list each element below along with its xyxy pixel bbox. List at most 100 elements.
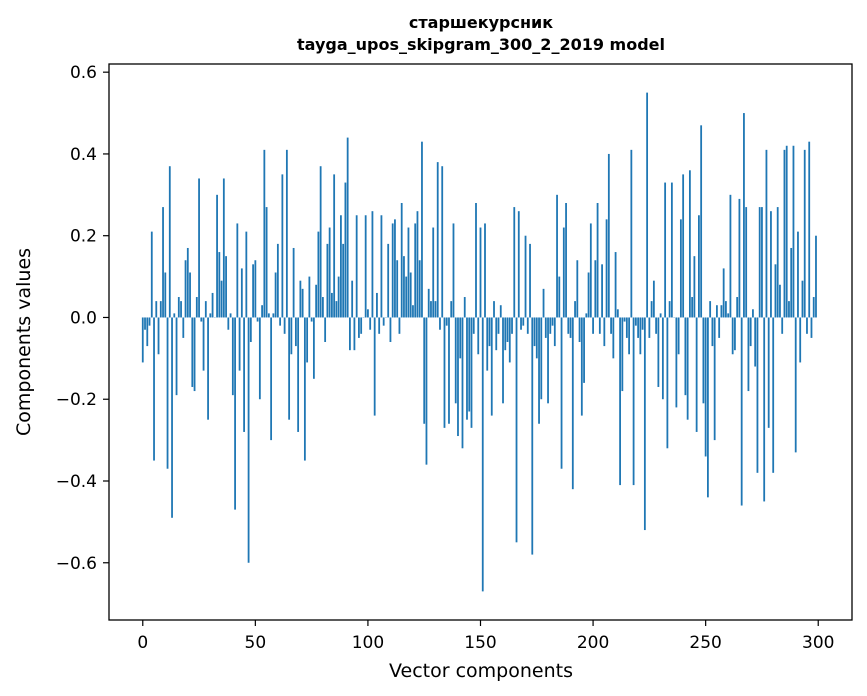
bar-292	[799, 317, 802, 363]
bar-94	[353, 317, 356, 351]
bar-242	[686, 317, 689, 420]
bar-92	[349, 317, 351, 351]
bar-130	[434, 301, 437, 318]
bar-278	[767, 317, 770, 428]
bar-217	[630, 149, 633, 318]
bar-150	[479, 227, 482, 318]
bar-0	[141, 317, 144, 363]
bar-273	[756, 317, 759, 473]
bar-39	[229, 313, 232, 318]
bar-73	[306, 317, 309, 363]
bar-270	[749, 317, 752, 347]
bar-96	[358, 317, 360, 338]
bar-65	[288, 317, 291, 420]
bar-104	[376, 292, 378, 318]
bar-77	[315, 284, 318, 318]
bar-95	[355, 215, 358, 318]
bar-241	[684, 317, 687, 396]
bar-70	[299, 280, 302, 318]
bar-16	[177, 297, 180, 318]
bar-176	[538, 317, 540, 424]
bar-182	[551, 317, 554, 326]
bar-281	[774, 264, 777, 318]
bar-207	[607, 153, 610, 318]
bar-127	[427, 288, 430, 318]
bar-71	[301, 288, 304, 318]
bar-213	[621, 317, 624, 392]
bar-125	[423, 317, 426, 424]
bar-63	[283, 317, 286, 334]
x-tick-label: 50	[245, 633, 267, 653]
bar-254	[713, 317, 716, 441]
bar-299	[815, 235, 817, 318]
bar-220	[637, 317, 640, 338]
bar-82	[326, 243, 329, 318]
bar-15	[175, 317, 178, 396]
y-tick-label: −0.6	[56, 554, 97, 574]
bar-129	[432, 227, 435, 318]
bar-10	[164, 272, 167, 318]
bar-250	[704, 317, 707, 457]
x-tick-label: 250	[689, 633, 721, 653]
bar-75	[310, 317, 313, 322]
bar-58	[272, 313, 275, 318]
bar-149	[477, 317, 480, 355]
bar-24	[195, 297, 198, 318]
bar-124	[421, 141, 423, 318]
bar-245	[693, 256, 696, 318]
bar-267	[743, 113, 745, 318]
bar-255	[716, 305, 718, 318]
bar-138	[452, 223, 455, 318]
bar-272	[754, 317, 757, 367]
bar-285	[783, 149, 786, 318]
chart-title: старшекурсник	[409, 13, 553, 32]
bar-78	[317, 231, 320, 318]
bar-57	[270, 317, 273, 441]
bar-139	[454, 317, 457, 404]
bar-85	[333, 174, 336, 318]
x-tick-label: 0	[137, 633, 148, 653]
bar-122	[416, 211, 419, 318]
bar-179	[544, 317, 547, 338]
bar-293	[801, 280, 804, 318]
bar-112	[394, 219, 396, 318]
bar-232	[664, 182, 667, 318]
bar-121	[414, 223, 417, 318]
bar-46	[245, 231, 248, 318]
bar-224	[646, 92, 649, 318]
x-tick-label: 200	[577, 633, 609, 653]
bar-93	[351, 280, 354, 318]
bar-8	[159, 301, 162, 318]
y-tick-label: 0.0	[70, 308, 97, 328]
bar-252	[709, 301, 712, 318]
bar-246	[695, 317, 698, 432]
bar-14	[173, 313, 176, 318]
bar-107	[382, 317, 385, 326]
bar-7	[157, 317, 160, 355]
bar-67	[292, 247, 295, 318]
bar-181	[549, 317, 552, 334]
bar-101	[369, 317, 372, 330]
bar-263	[734, 317, 736, 351]
bar-35	[220, 280, 223, 318]
bar-43	[238, 317, 241, 371]
bar-134	[443, 317, 446, 428]
bar-243	[688, 170, 691, 318]
bar-238	[677, 317, 680, 355]
bar-287	[788, 301, 790, 318]
bar-4	[150, 231, 153, 318]
bar-52	[258, 317, 261, 400]
bar-251	[707, 317, 709, 498]
bar-99	[364, 215, 367, 318]
bar-25	[198, 178, 200, 318]
bar-143	[463, 297, 466, 318]
bar-286	[785, 145, 788, 318]
bar-205	[603, 317, 606, 347]
bar-183	[553, 317, 556, 347]
bar-142	[461, 317, 464, 449]
bar-296	[808, 141, 811, 318]
bar-106	[380, 215, 383, 318]
bar-111	[391, 223, 394, 318]
bar-44	[240, 268, 243, 318]
